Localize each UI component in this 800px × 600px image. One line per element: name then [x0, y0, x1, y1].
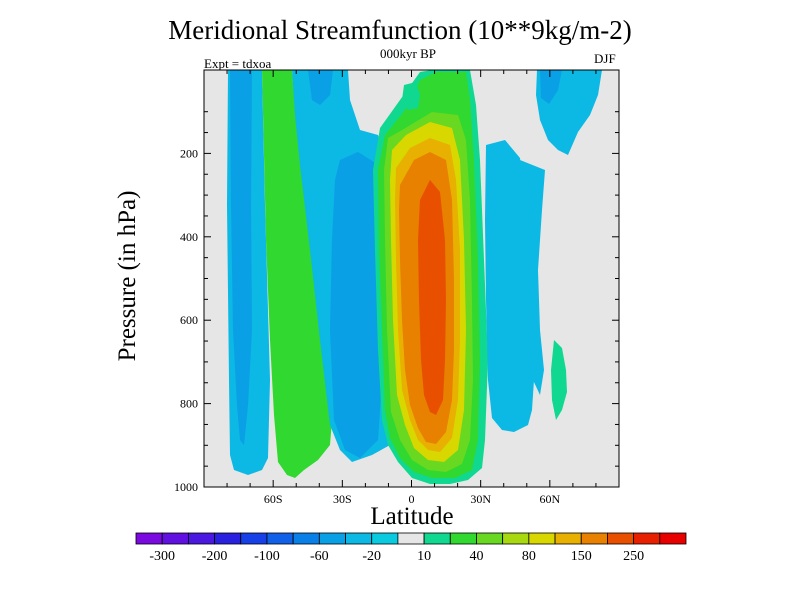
colorbar-swatch: [554, 532, 582, 545]
colorbar-label: -20: [362, 549, 381, 564]
y-tick-label: 800: [180, 397, 198, 411]
colorbar-swatch: [371, 532, 399, 545]
colorbar-label: -60: [310, 549, 329, 564]
contour-southern-hadley: [330, 152, 383, 458]
colorbar-swatch: [449, 532, 477, 545]
x-tick-label: 30N: [470, 492, 491, 506]
contour-layer: [227, 70, 602, 484]
x-tick-label: 30S: [333, 492, 352, 506]
contour-polar-jet-negative: [308, 70, 333, 105]
colorbar-swatch: [266, 532, 294, 545]
colorbar-label: 250: [623, 549, 644, 564]
y-tick-label: 1000: [174, 480, 198, 494]
axis-ticks: 200 400 600 800 1000 60S 30S 0 30N 60N: [174, 70, 619, 506]
chart-subtitle: 000kyr BP: [380, 46, 436, 61]
contour-hadley-peak: [418, 180, 446, 415]
colorbar-swatch: [214, 532, 242, 545]
contour-southern-ferrel: [262, 70, 332, 478]
x-tick-label: 60S: [264, 492, 283, 506]
chart-title: Meridional Streamfunction (10**9kg/m-2): [168, 15, 632, 45]
colorbar-swatch: [135, 532, 163, 545]
colorbar-swatch: [502, 532, 530, 545]
colorbar-swatch: [659, 532, 687, 545]
contour-northern-positive-patch: [551, 340, 567, 420]
colorbar-label: 40: [469, 549, 483, 564]
colorbar-swatch: [187, 532, 215, 545]
colorbar: -300 -200 -100 -60 -20 10 40 80 150 250: [135, 532, 687, 564]
colorbar-label: -200: [202, 549, 228, 564]
colorbar-label: -300: [149, 549, 175, 564]
contour-southern-polar-inner: [230, 70, 252, 445]
colorbar-swatch: [528, 532, 556, 545]
colorbar-swatch: [423, 532, 451, 545]
season-label: DJF: [594, 51, 616, 66]
x-axis-label: Latitude: [370, 503, 454, 530]
contour-equatorial-patch: [402, 82, 420, 110]
colorbar-swatch: [292, 532, 320, 545]
contour-northern-polar-inner: [540, 70, 562, 104]
colorbar-swatch: [318, 532, 346, 545]
colorbar-swatch: [397, 532, 425, 545]
x-tick-label: 60N: [539, 492, 560, 506]
y-tick-label: 200: [180, 146, 198, 160]
colorbar-swatch: [580, 532, 608, 545]
y-tick-label: 400: [180, 230, 198, 244]
colorbar-label: -100: [254, 549, 280, 564]
colorbar-swatch: [345, 532, 373, 545]
y-tick-label: 600: [180, 313, 198, 327]
colorbar-swatch: [476, 532, 504, 545]
colorbar-swatch: [633, 532, 661, 545]
contour-northern-ferrel-east: [520, 160, 545, 395]
colorbar-label: 150: [571, 549, 592, 564]
colorbar-swatch: [240, 532, 268, 545]
x-tick-label: 0: [409, 492, 415, 506]
colorbar-swatch: [161, 532, 189, 545]
contour-northern-ferrel: [485, 140, 534, 432]
colorbar-label: 10: [417, 549, 431, 564]
experiment-label: Expt = tdxoa: [204, 56, 272, 71]
colorbar-label: 80: [522, 549, 536, 564]
colorbar-swatch: [607, 532, 635, 545]
